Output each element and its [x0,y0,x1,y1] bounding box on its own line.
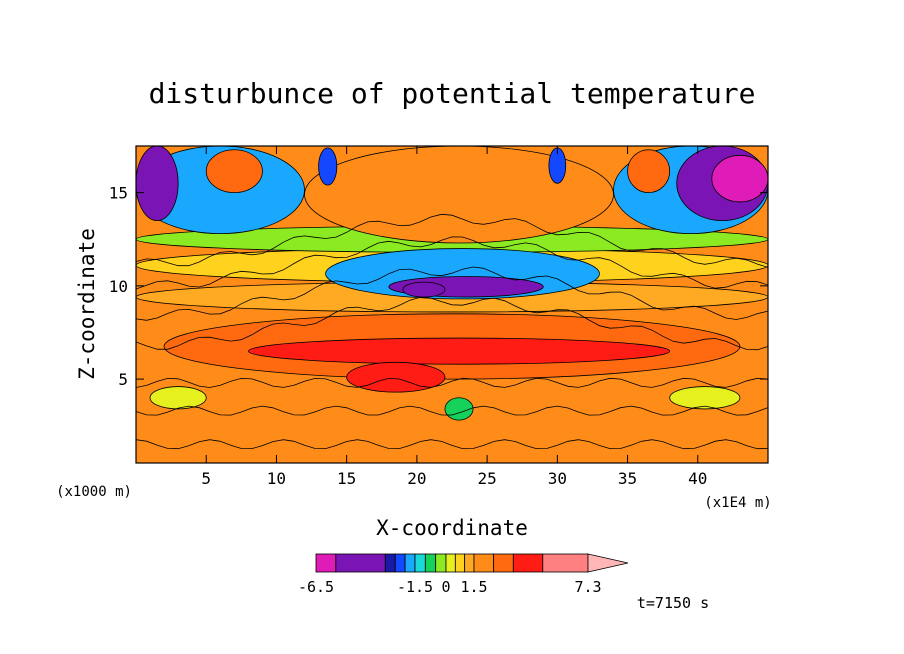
contour-region [444,397,474,421]
colorbar-segment [414,553,426,573]
colorbar-segment [315,553,337,573]
contour-region [711,154,768,203]
colorbar-tick-label: 7.3 [574,578,601,596]
contour-line [136,213,768,268]
contour-field [136,146,768,463]
colorbar-extension-arrow [587,553,629,573]
x-tick-label: 5 [201,469,211,488]
x-axis-label: X-coordinate [376,516,528,540]
chart-title: disturbunce of potential temperature [149,77,756,110]
contour-line [136,296,768,351]
colorbar-tick-label: 0 [441,578,450,596]
colorbar-segment [493,553,514,573]
contour-lines [136,213,768,450]
y-tick-label: 15 [109,184,128,203]
x-tick-label: 35 [618,469,637,488]
contour-region [318,147,338,186]
colorbar-segment [454,553,466,573]
x-tick-label: 30 [548,469,567,488]
contour-line [136,236,768,290]
colorbar [315,553,629,573]
colorbar-segment [424,553,437,573]
contour-region [247,337,671,365]
contour-line [136,266,768,321]
colorbar-segment [394,553,406,573]
y-tick-label: 5 [118,370,128,389]
y-axis-label: Z-coordinate [75,228,99,380]
colorbar-segment [404,553,416,573]
contour-region [205,149,263,194]
contour-line [136,405,768,416]
colorbar-tick-labels: -6.5 -1.5 0 1.5 7.3 [298,578,602,596]
colorbar-tick-label: 1.5 [460,578,487,596]
colorbar-segment [542,553,589,573]
colorbar-segment [512,553,544,573]
y-axis-unit: (x1000 m) [56,484,132,500]
y-axis-ticks: 5 10 15 [109,184,768,389]
colorbar-segment [335,553,386,573]
x-tick-label: 40 [688,469,707,488]
colorbar-segment [445,553,456,573]
contour-region [136,146,179,221]
contour-region [149,386,207,410]
colorbar-segment [384,553,396,573]
x-tick-label: 15 [337,469,356,488]
contour-line [136,377,768,388]
y-tick-label: 10 [109,277,128,296]
contour-region [402,281,446,298]
colorbar-tick-label: -6.5 [298,578,334,596]
contour-region [669,386,741,410]
contour-region [304,146,614,244]
x-axis-unit: (x1E4 m) [704,495,771,511]
x-axis-ticks: 5 10 15 20 25 30 35 40 [201,146,707,488]
colorbar-segment [473,553,495,573]
contour-region [346,361,446,393]
x-tick-label: 10 [267,469,286,488]
x-tick-label: 25 [477,469,496,488]
colorbar-segment [464,553,475,573]
colorbar-segment [435,553,447,573]
x-tick-label: 20 [407,469,426,488]
plot-frame [135,145,769,464]
time-annotation: t=7150 s [637,594,709,612]
contour-line [136,439,768,450]
colorbar-tick-label: -1.5 [397,578,433,596]
contour-region [627,149,671,194]
